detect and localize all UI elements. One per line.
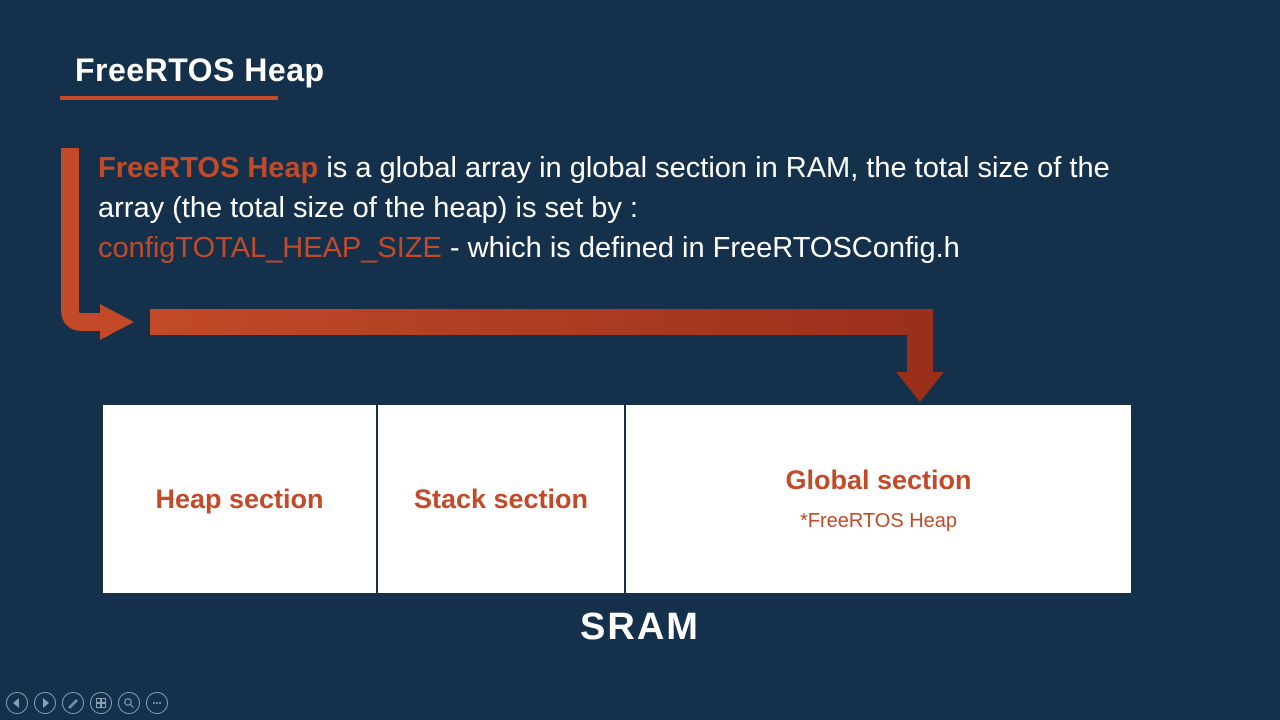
ellipsis-icon [151,697,163,709]
heap-section-cell: Heap section [102,404,377,594]
triangle-right-icon [39,697,51,709]
description-paragraph: FreeRTOS Heap is a global array in globa… [98,148,1158,268]
heap-term: FreeRTOS Heap [98,152,318,184]
slide-title: FreeRTOS Heap [75,52,325,89]
config-macro: configTOTAL_HEAP_SIZE [98,232,442,264]
slide-view-button[interactable] [90,692,112,714]
zoom-button[interactable] [118,692,140,714]
next-slide-button[interactable] [34,692,56,714]
title-underline [60,96,278,100]
sram-footer-label: SRAM [0,606,1280,649]
more-options-button[interactable] [146,692,168,714]
prev-slide-button[interactable] [6,692,28,714]
pen-icon [67,697,79,709]
stack-section-cell: Stack section [377,404,625,594]
global-section-label: Global section [785,465,971,496]
sram-diagram: Heap section Stack section Global sectio… [102,404,1132,594]
triangle-left-icon [11,697,23,709]
presentation-toolbar [6,692,168,714]
global-section-cell: Global section *FreeRTOS Heap [625,404,1132,594]
heap-section-label: Heap section [155,484,323,515]
grid-icon [95,697,107,709]
global-section-sublabel: *FreeRTOS Heap [800,510,957,533]
desc-body-2: - which is defined in FreeRTOSConfig.h [442,232,960,264]
magnifier-icon [123,697,135,709]
stack-section-label: Stack section [414,484,588,515]
pen-button[interactable] [62,692,84,714]
